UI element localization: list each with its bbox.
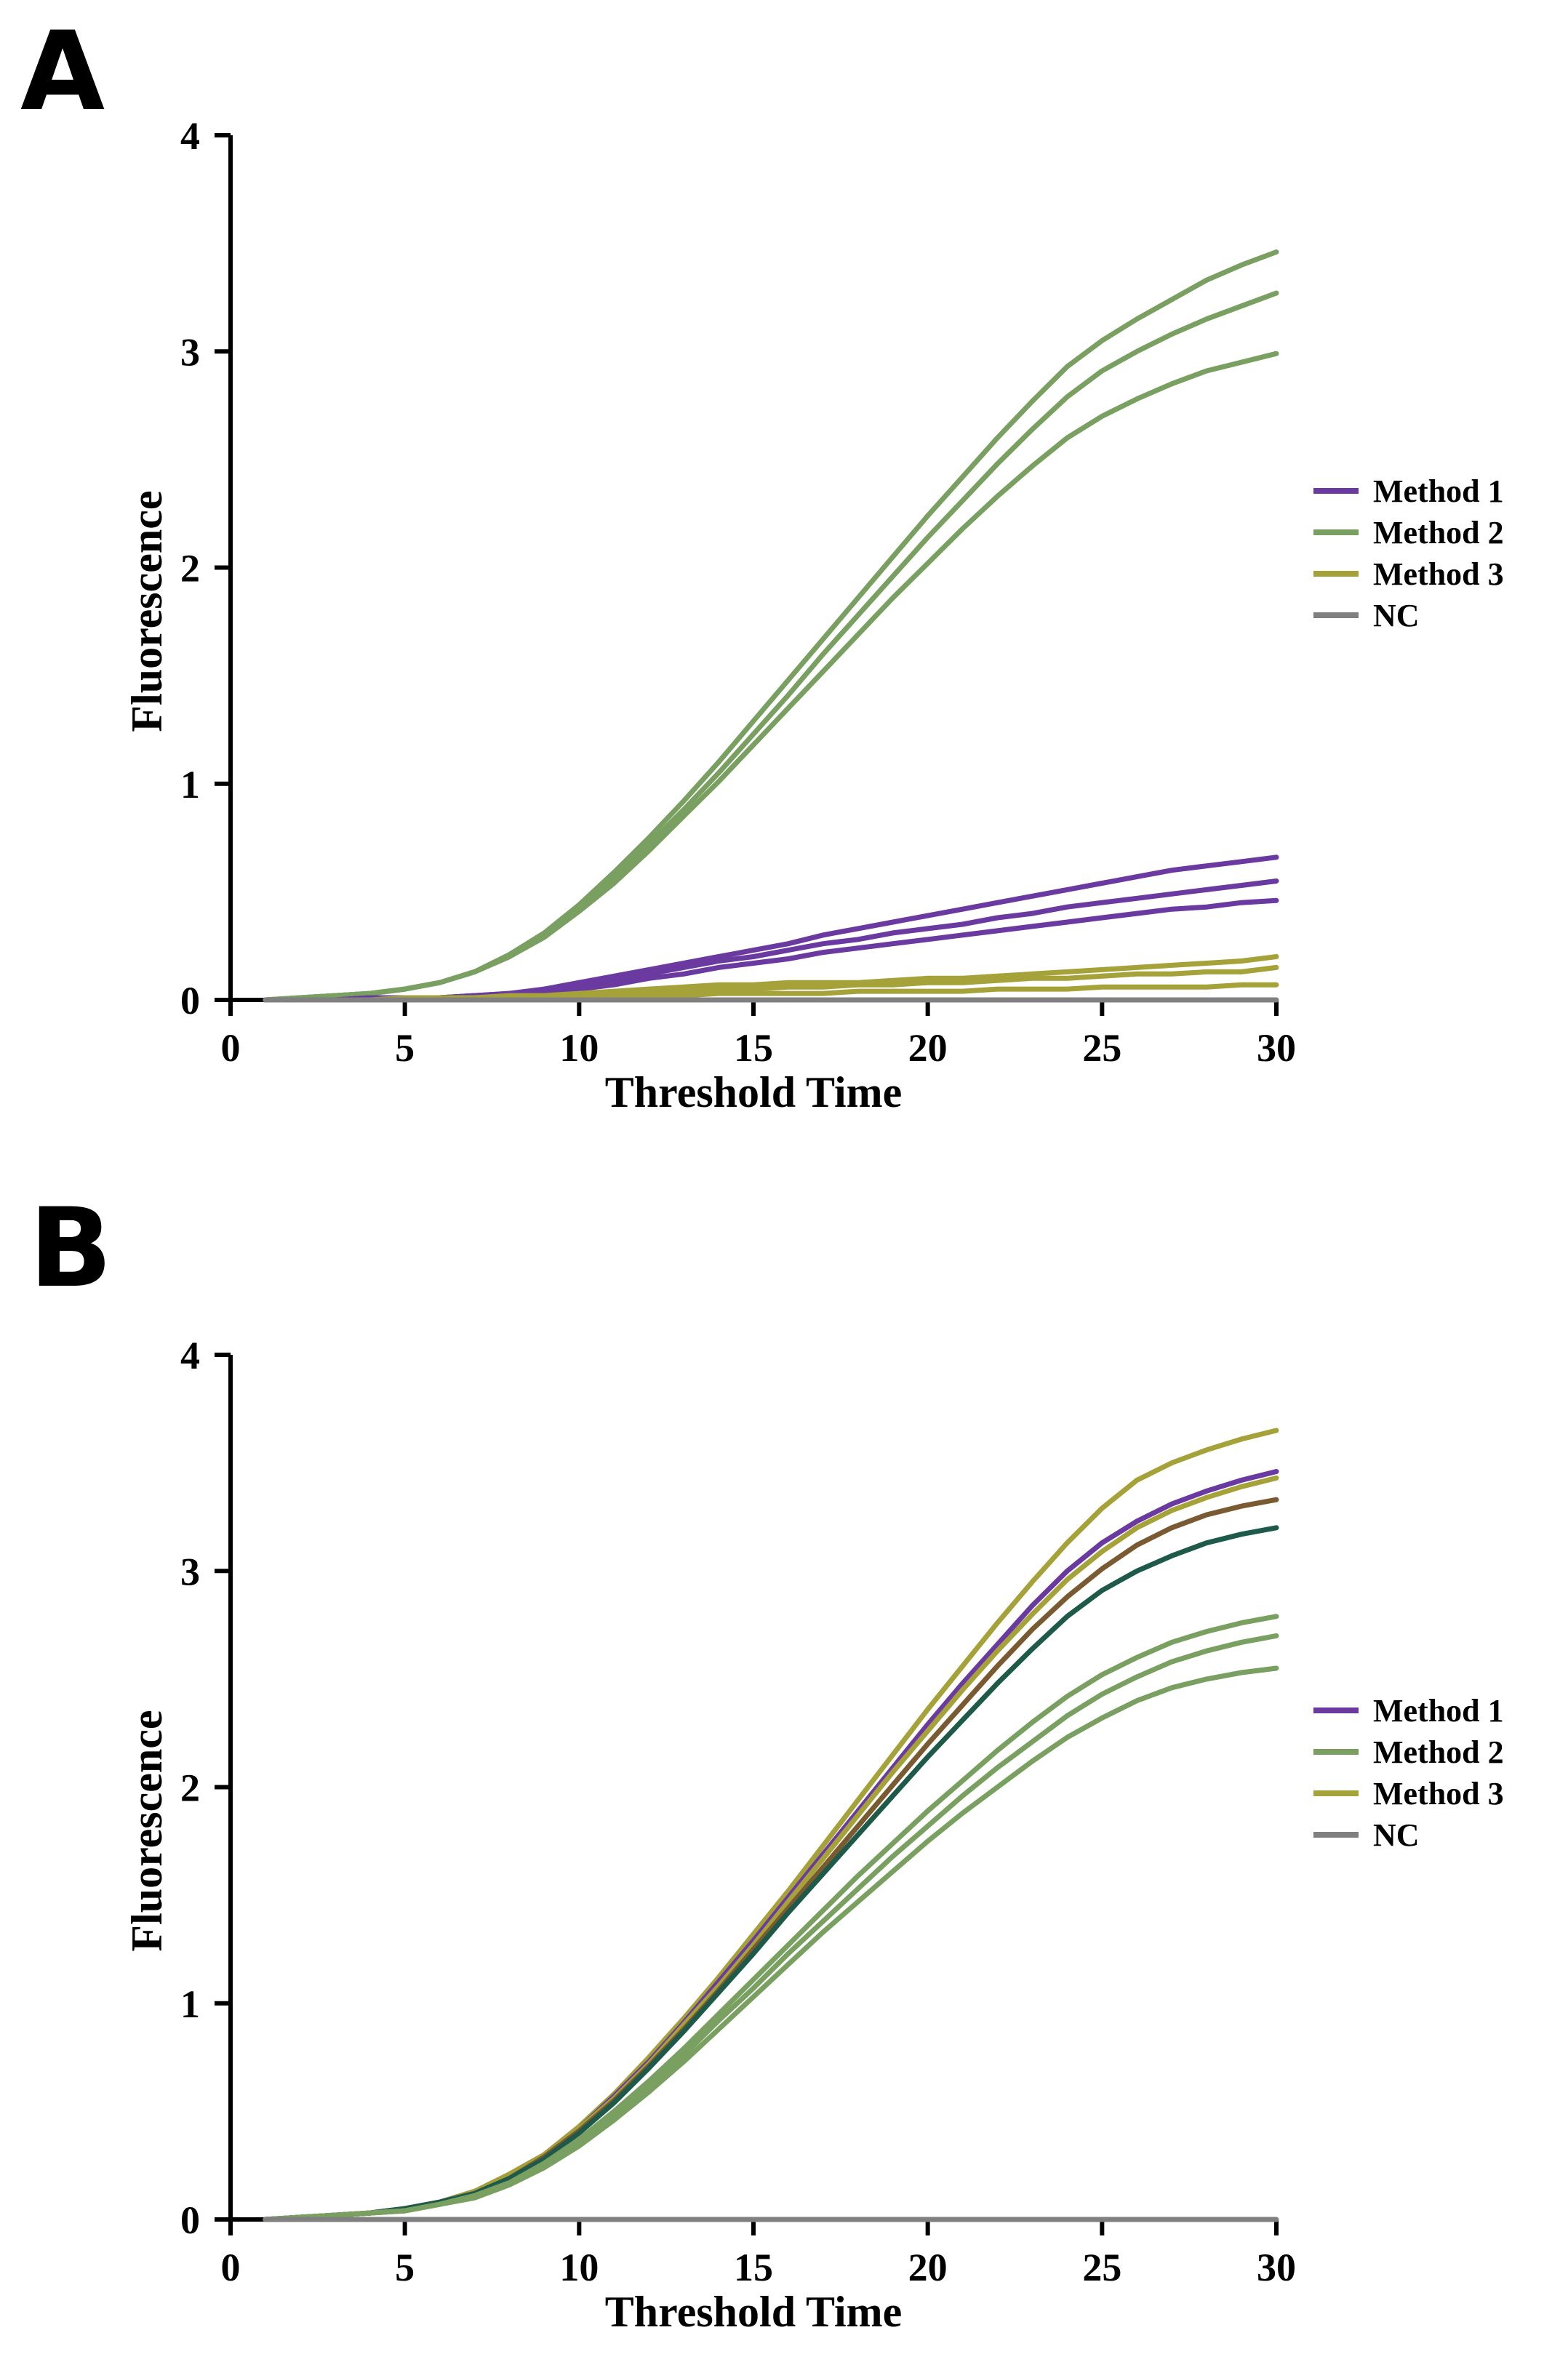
panel-b-legend-label: NC [1373, 1817, 1420, 1853]
panel-b-x-axis-title: Threshold Time [605, 2288, 902, 2336]
panel-a-x-tick-label: 25 [1082, 1026, 1121, 1070]
panel-a-legend-label: Method 3 [1373, 556, 1504, 592]
panel-letter-b: B [29, 1185, 112, 1312]
panel-a-x-tick-label: 10 [559, 1026, 599, 1070]
panel-b-y-tick-label: 2 [180, 1766, 200, 1810]
panel-b-x-tick-label: 20 [908, 2246, 948, 2289]
panel-a-y-tick-label: 1 [180, 763, 200, 806]
panel-b-x-tick-label: 30 [1257, 2246, 1296, 2289]
panel-a-x-tick-label: 30 [1257, 1026, 1296, 1070]
panel-a-x-axis-title: Threshold Time [605, 1068, 902, 1116]
panel-b-y-tick-label: 3 [180, 1550, 200, 1593]
panel-b-x-tick-label: 5 [395, 2246, 415, 2289]
panel-letter-a: A [20, 9, 105, 135]
panel-b-legend-label: Method 2 [1373, 1734, 1504, 1770]
panel-b-x-tick-label: 15 [734, 2246, 773, 2289]
panel-a-x-tick-label: 15 [734, 1026, 773, 1070]
panel-b-x-tick-label: 10 [559, 2246, 599, 2289]
panel-a-y-tick-label: 3 [180, 330, 200, 374]
panel-b-y-tick-label: 1 [180, 1982, 200, 2026]
panel-a-y-tick-label: 4 [180, 114, 200, 158]
panel-b-y-tick-label: 0 [180, 2198, 200, 2242]
panel-b-x-tick-label: 0 [221, 2246, 241, 2289]
panel-a-y-tick-label: 0 [180, 979, 200, 1022]
panel-a-x-tick-label: 5 [395, 1026, 415, 1070]
panel-b-series-method-2-7 [263, 1665, 1279, 2222]
panel-b-legend-label: Method 1 [1373, 1693, 1504, 1729]
panel-b-chart: 0 1 2 3 4 0 5 10 15 20 25 30 Threshold Time Fluoresce… [123, 1334, 1504, 2336]
panel-a-legend-label: NC [1373, 598, 1420, 633]
panel-b-y-tick-label: 4 [180, 1334, 200, 1377]
panel-a-x-tick-label: 0 [221, 1026, 241, 1070]
panel-a-y-axis-title: Fluorescence [123, 490, 171, 732]
panel-a-legend-label: Method 1 [1373, 473, 1504, 509]
panel-a-chart: 0 1 2 3 4 0 5 10 15 20 25 30 Threshold Time Fluoresce… [123, 114, 1504, 1116]
panel-b-legend-label: Method 3 [1373, 1776, 1504, 1811]
panel-a-series-method-2-2 [263, 351, 1279, 1003]
panel-b-x-tick-label: 25 [1082, 2246, 1121, 2289]
panel-a-y-tick-label: 2 [180, 547, 200, 590]
panel-a-legend-label: Method 2 [1373, 515, 1504, 551]
panel-a-x-tick-label: 20 [908, 1026, 948, 1070]
panel-b-y-axis-title: Fluorescence [123, 1710, 171, 1951]
